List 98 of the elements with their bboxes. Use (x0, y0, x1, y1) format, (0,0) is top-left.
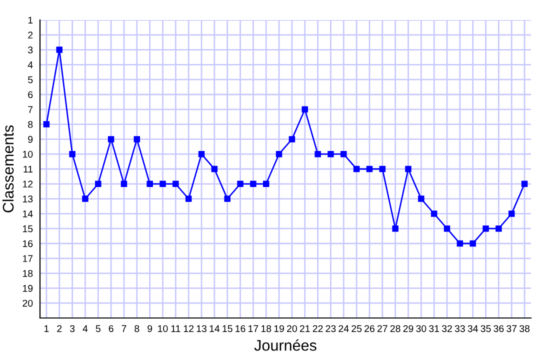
x-tick-label: 4 (82, 325, 88, 332)
x-tick-label: 17 (248, 325, 258, 332)
y-tick-label: 2 (28, 32, 33, 38)
x-tick-label: 32 (442, 325, 452, 332)
y-tick-label: 18 (22, 270, 33, 277)
y-tick-label: 15 (22, 225, 33, 232)
x-tick-label: 8 (134, 325, 140, 332)
x-tick-label: 9 (148, 325, 152, 332)
y-tick-label: 5 (28, 76, 33, 84)
x-tick-label: 34 (468, 325, 478, 332)
y-axis-title: Classements (2, 125, 14, 212)
point (43, 121, 50, 128)
y-tick-label: 8 (28, 121, 33, 128)
point (146, 180, 153, 188)
point (288, 136, 296, 142)
y-tick-label: 11 (24, 166, 33, 173)
point (69, 150, 76, 158)
point (224, 196, 230, 202)
point (82, 196, 88, 202)
point (508, 210, 515, 217)
x-tick-label: 36 (494, 325, 504, 332)
y-tick-label: 6 (28, 91, 33, 98)
point (392, 225, 398, 232)
y-tick-label: 20 (22, 300, 33, 307)
point (444, 225, 450, 232)
x-tick-label: 26 (364, 325, 374, 332)
point (379, 166, 386, 172)
point (482, 225, 489, 232)
point (314, 150, 321, 158)
point (302, 106, 308, 113)
point (276, 150, 282, 158)
y-tick-label: 7 (28, 106, 33, 113)
x-tick-label: 14 (210, 325, 220, 332)
x-tick-label: 28 (390, 325, 400, 332)
y-tick-label: 12 (22, 180, 33, 188)
x-tick-label: 20 (287, 325, 297, 332)
x-tick-label: 5 (96, 325, 100, 332)
x-tick-label: 23 (326, 325, 336, 332)
point (237, 180, 244, 188)
x-tick-label: 7 (122, 325, 126, 332)
x-tick-label: 21 (300, 325, 310, 332)
x-tick-label: 35 (480, 325, 491, 332)
y-tick-label: 13 (22, 196, 33, 202)
point (496, 225, 502, 232)
x-tick-label: 2 (57, 325, 62, 332)
point (405, 166, 412, 172)
x-tick-label: 1 (44, 325, 49, 332)
point (160, 180, 166, 188)
y-tick-label: 4 (28, 62, 33, 68)
x-tick-label: 25 (352, 325, 362, 332)
point (521, 180, 528, 188)
x-tick-label: 18 (261, 325, 272, 332)
x-tick-label: 31 (429, 325, 440, 332)
point (108, 136, 114, 142)
x-tick-label: 33 (454, 325, 465, 332)
y-tick-label: 16 (22, 240, 33, 248)
point (172, 180, 179, 188)
y-tick-label: 3 (28, 46, 33, 54)
x-tick-label: 30 (416, 325, 426, 332)
point (56, 46, 63, 53)
x-tick-label: 29 (403, 325, 414, 332)
x-tick-label: 3 (70, 325, 75, 332)
y-tick-label: 9 (28, 136, 33, 143)
x-tick-label: 15 (222, 325, 232, 332)
point (185, 196, 192, 202)
y-tick-label: 10 (22, 150, 33, 158)
point (211, 166, 218, 172)
x-tick-label: 22 (312, 325, 323, 332)
point (95, 180, 102, 188)
x-tick-label: 27 (377, 325, 388, 332)
point (470, 240, 476, 247)
x-axis-title: Journées (254, 339, 316, 351)
point (366, 166, 373, 172)
x-tick-label: 24 (338, 325, 349, 332)
point (328, 150, 334, 158)
y-tick-label: 19 (22, 284, 33, 292)
x-tick-label: 11 (171, 325, 180, 332)
point (134, 136, 140, 142)
point (418, 196, 424, 202)
point (430, 210, 438, 217)
point (120, 180, 128, 188)
x-tick-label: 37 (506, 325, 517, 332)
y-tick-label: 14 (22, 210, 33, 218)
x-tick-label: 12 (184, 325, 194, 332)
point (250, 180, 256, 188)
x-tick-label: 13 (196, 325, 206, 332)
point (353, 166, 360, 172)
y-tick-label: 1 (28, 16, 33, 24)
x-tick-label: 16 (236, 325, 246, 332)
x-tick-label: 38 (520, 325, 530, 332)
point (340, 150, 347, 158)
point (198, 150, 205, 158)
y-tick-label: 17 (22, 255, 33, 262)
point (456, 240, 464, 247)
x-tick-label: 10 (158, 325, 168, 332)
x-tick-label: 6 (108, 325, 114, 332)
point (262, 180, 270, 188)
x-tick-label: 19 (274, 325, 284, 332)
